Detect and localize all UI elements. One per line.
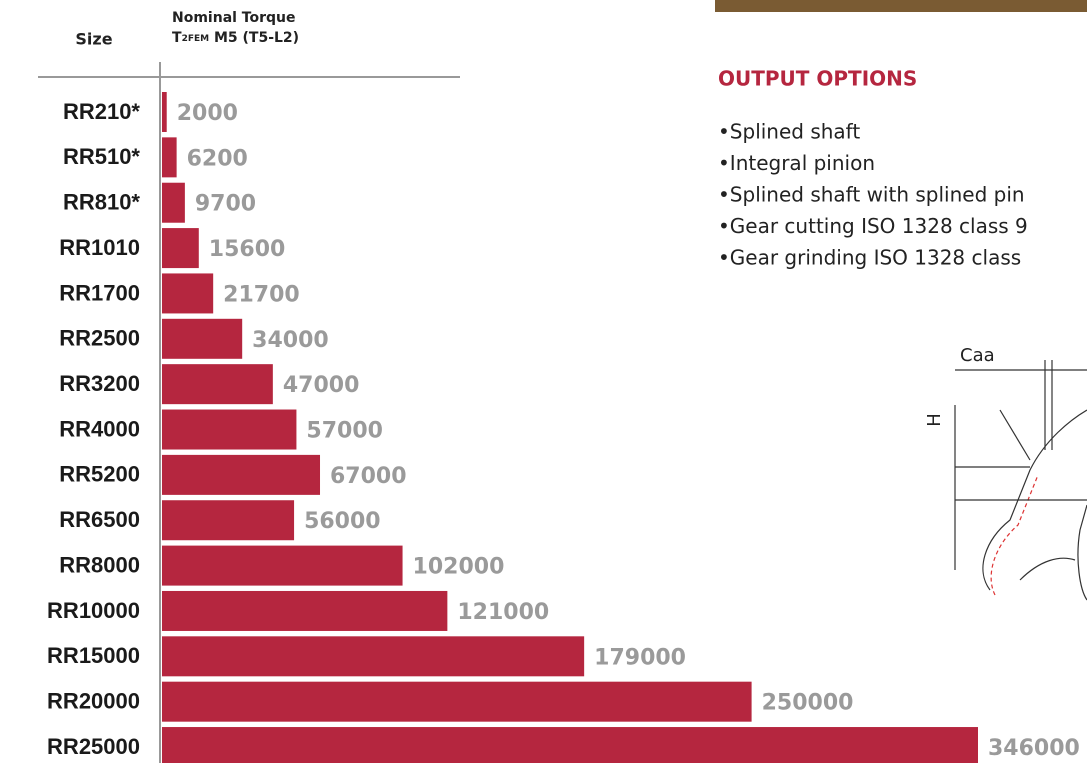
bar bbox=[162, 591, 447, 631]
value-label: 6200 bbox=[187, 146, 248, 171]
bar bbox=[162, 682, 752, 722]
option-item: •Splined shaft with splined pin bbox=[718, 183, 1025, 207]
option-item: •Splined shaft bbox=[718, 120, 860, 144]
value-label: 250000 bbox=[762, 691, 854, 716]
options-list: •Splined shaft •Integral pinion •Splined s… bbox=[718, 120, 1028, 270]
bar bbox=[162, 546, 403, 586]
bar bbox=[162, 319, 242, 359]
gear-profile bbox=[991, 475, 1038, 595]
category-label: RR25000 bbox=[47, 734, 140, 759]
category-label: RR510* bbox=[63, 144, 140, 169]
category-label: RR1700 bbox=[59, 280, 140, 305]
subtitle-part: T bbox=[172, 30, 182, 46]
bar bbox=[162, 273, 213, 313]
value-label: 21700 bbox=[223, 282, 300, 307]
category-label: RR6500 bbox=[59, 507, 140, 532]
category-axis-title: Size bbox=[75, 30, 112, 49]
option-item: •Gear grinding ISO 1328 class bbox=[718, 246, 1021, 270]
value-label: 102000 bbox=[413, 555, 505, 580]
category-label: RR4000 bbox=[59, 416, 140, 441]
bar bbox=[162, 228, 199, 268]
category-label: RR1010 bbox=[59, 235, 140, 260]
value-label: 15600 bbox=[209, 237, 286, 262]
subtitle-part: M5 (T5-L2) bbox=[209, 30, 299, 46]
bar bbox=[162, 410, 296, 450]
category-label: RR8000 bbox=[59, 552, 140, 577]
bar bbox=[162, 137, 177, 177]
value-label: 179000 bbox=[594, 645, 686, 670]
gear-outline bbox=[1078, 505, 1087, 600]
value-label: 47000 bbox=[283, 373, 360, 398]
header-photo bbox=[715, 0, 1087, 12]
dim-line bbox=[1000, 410, 1030, 460]
value-label: 121000 bbox=[457, 600, 549, 625]
category-label: RR20000 bbox=[47, 688, 140, 713]
category-label: RR2500 bbox=[59, 326, 140, 351]
bar bbox=[162, 455, 320, 495]
bar bbox=[162, 636, 584, 676]
value-label: 346000 bbox=[988, 736, 1080, 761]
value-label: 57000 bbox=[306, 419, 383, 444]
value-label: 34000 bbox=[252, 328, 329, 353]
value-axis-title: Nominal Torque bbox=[172, 10, 296, 26]
category-label: RR10000 bbox=[47, 598, 140, 623]
category-label: RR15000 bbox=[47, 643, 140, 668]
value-label: 9700 bbox=[195, 192, 256, 217]
page: Size Nominal Torque T2FEM M5 (T5-L2) RR2… bbox=[0, 0, 1087, 763]
gear-diagram bbox=[955, 360, 1087, 600]
bar bbox=[162, 364, 273, 404]
subtitle-part: 2FEM bbox=[182, 34, 210, 44]
diagram-label: H bbox=[924, 413, 945, 427]
value-label: 67000 bbox=[330, 464, 407, 489]
option-item: •Integral pinion bbox=[718, 151, 875, 175]
bar bbox=[162, 727, 978, 763]
category-label: RR3200 bbox=[59, 371, 140, 396]
bar bbox=[162, 183, 185, 223]
value-axis-subtitle: T2FEM M5 (T5-L2) bbox=[172, 30, 299, 46]
diagram-label: Caa bbox=[960, 345, 995, 366]
section-title: OUTPUT OPTIONS bbox=[718, 67, 917, 91]
option-item: •Gear cutting ISO 1328 class 9 bbox=[718, 214, 1028, 238]
gear-outline bbox=[1020, 558, 1075, 580]
bar bbox=[162, 500, 294, 540]
value-label: 2000 bbox=[177, 101, 238, 126]
bar bbox=[162, 92, 167, 132]
category-label: RR5200 bbox=[59, 462, 140, 487]
value-label: 56000 bbox=[304, 509, 381, 534]
category-label: RR810* bbox=[63, 190, 140, 215]
category-label: RR210* bbox=[63, 99, 140, 124]
